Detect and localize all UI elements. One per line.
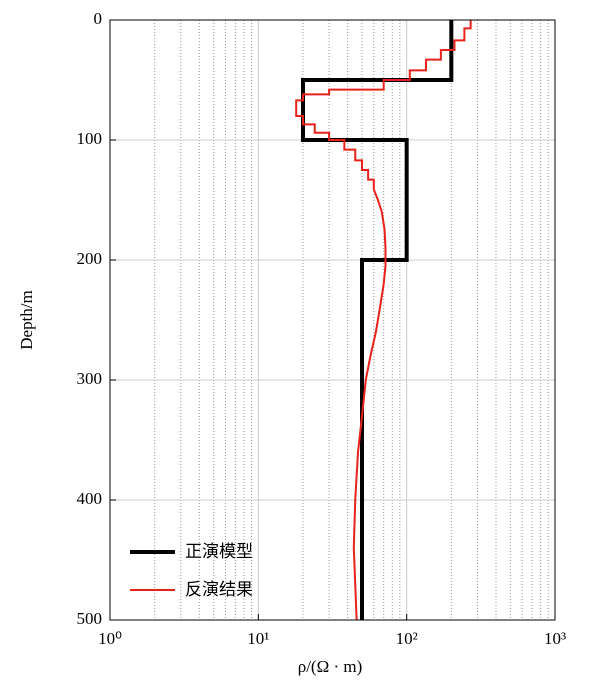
y-tick-label: 0 xyxy=(94,9,103,28)
y-tick-label: 500 xyxy=(77,609,103,628)
y-tick-label: 400 xyxy=(77,489,103,508)
x-tick-label: 10¹ xyxy=(247,629,269,648)
plot-frame xyxy=(109,19,556,621)
x-axis-label: ρ/(Ω · m) xyxy=(298,657,363,676)
legend-label: 反演结果 xyxy=(185,580,253,600)
x-tick-label: 10³ xyxy=(544,629,566,648)
series-line xyxy=(295,20,472,621)
y-axis-label: Depth/m xyxy=(17,290,36,350)
y-tick-label: 100 xyxy=(77,129,103,148)
y-tick-label: 200 xyxy=(77,249,103,268)
x-tick-label: 10⁰ xyxy=(98,629,122,648)
y-tick-label: 300 xyxy=(77,369,103,388)
series-line xyxy=(300,20,454,620)
x-tick-label: 10² xyxy=(396,629,418,648)
legend-label: 正演模型 xyxy=(185,542,253,562)
